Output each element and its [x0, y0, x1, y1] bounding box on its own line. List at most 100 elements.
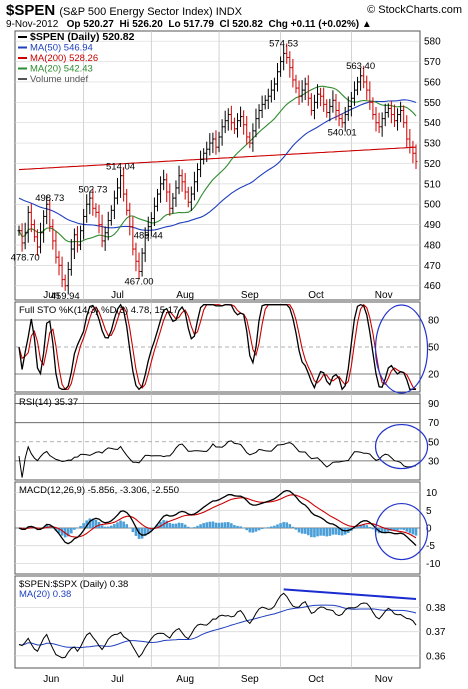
macd-histogram-bar [340, 528, 344, 536]
macd-histogram-bar [294, 528, 298, 530]
close-value: Cl 520.82 [219, 19, 263, 30]
rsi-line [18, 440, 417, 478]
price-annotation: 574.53 [269, 38, 298, 49]
macd-histogram-bar [233, 525, 236, 528]
price-annotation: 502.73 [78, 185, 107, 196]
ratio-month-label: Jul [111, 674, 124, 685]
macd-histogram-bar [380, 528, 384, 534]
ratio-month-label: Jun [43, 674, 59, 685]
macd-histogram-bar [88, 518, 92, 528]
price-tick-label: 540 [424, 118, 441, 129]
chart-title: $SPEN (S&P 500 Energy Sector Index) INDX [6, 2, 242, 19]
macd-histogram-bar [110, 525, 113, 528]
sto-tick-label: 80 [428, 316, 440, 327]
ratio-tick-label: 0.37 [426, 627, 446, 638]
price-tick-label: 480 [424, 240, 441, 251]
macd-histogram-bar [257, 528, 261, 531]
macd-histogram-bar [66, 528, 70, 537]
sto-d-line [18, 303, 417, 390]
ratio-legend-entry: MA(20) 0.38 [19, 589, 71, 600]
macd-legend: MACD(12,26,9) -5.856, -3.306, -2.550 [19, 485, 179, 496]
macd-histogram-bar [150, 528, 153, 531]
macd-histogram-bar [103, 526, 107, 528]
macd-histogram-bar [60, 528, 64, 536]
macd-histogram-bar [248, 528, 252, 533]
macd-histogram-bar [331, 528, 335, 535]
macd-histogram-bar [266, 527, 270, 528]
macd-histogram-bar [273, 525, 276, 528]
macd-histogram-bar [202, 523, 205, 528]
macd-histogram-bar [365, 525, 369, 528]
low-value: Lo 517.79 [168, 19, 214, 30]
ratio-ma-line [18, 604, 417, 649]
ma20-line [18, 85, 417, 243]
macd-histogram-bar [310, 528, 313, 538]
macd-histogram-bar [371, 528, 375, 530]
macd-histogram-bar [368, 526, 372, 528]
macd-histogram-bar [393, 528, 396, 532]
macd-histogram-bar [143, 528, 147, 537]
macd-histogram-bar [297, 528, 301, 533]
ratio-month-label: Oct [308, 674, 324, 685]
macd-histogram-bar [76, 528, 79, 529]
macd-histogram-bar [134, 528, 138, 536]
macd-histogram-bar [223, 522, 227, 528]
rsi-tick-label: 90 [428, 399, 440, 410]
rsi-highlight-circle [374, 423, 429, 470]
macd-histogram-bar [251, 528, 255, 533]
macd-histogram-bar [196, 525, 199, 528]
price-month-label: Aug [176, 290, 194, 301]
price-tick-label: 500 [424, 200, 441, 211]
rsi-tick-label: 70 [428, 418, 440, 429]
price-tick-label: 530 [424, 139, 441, 150]
macd-histogram-bar [73, 528, 76, 530]
open-value: Op 520.27 [66, 19, 114, 30]
price-tick-label: 570 [424, 57, 441, 68]
macd-line [18, 489, 417, 546]
price-tick-label: 490 [424, 220, 441, 231]
macd-histogram-bar [211, 521, 215, 528]
macd-tick-label: 10 [426, 488, 438, 499]
macd-histogram-bar [245, 528, 249, 531]
macd-histogram-bar [165, 520, 169, 528]
price-tick-label: 460 [424, 281, 441, 292]
macd-histogram-bar [106, 526, 110, 528]
change-value: Chg +0.11 (+0.02%) ▲ [268, 19, 372, 30]
rsi-legend: RSI(14) 35.37 [19, 397, 78, 408]
macd-histogram-bar [337, 528, 341, 536]
macd-histogram-bar [356, 526, 359, 528]
macd-histogram-bar [100, 525, 104, 528]
macd-histogram-bar [70, 528, 73, 534]
macd-histogram-bar [230, 523, 233, 528]
macd-histogram-bar [119, 520, 122, 528]
ratio-line [18, 592, 417, 659]
macd-histogram-bar [57, 528, 61, 534]
macd-histogram-bar [405, 528, 409, 532]
macd-histogram-bar [122, 521, 125, 528]
macd-histogram-bar [313, 528, 316, 538]
price-tick-label: 550 [424, 98, 441, 109]
macd-highlight-circle [374, 502, 429, 561]
macd-histogram-bar [300, 528, 304, 534]
brand-label: © StockCharts.com [367, 4, 462, 16]
macd-histogram-bar [396, 528, 399, 531]
price-annotation: 514.04 [106, 162, 135, 173]
macd-histogram-bar [282, 522, 285, 528]
macd-histogram-bar [325, 528, 329, 537]
macd-histogram-bar [177, 522, 181, 528]
macd-histogram-bar [220, 522, 224, 528]
macd-histogram-bar [199, 524, 202, 528]
ma200-line [18, 146, 417, 171]
price-annotation: 563.40 [346, 61, 375, 72]
macd-histogram-bar [125, 524, 129, 528]
macd-histogram-bar [242, 527, 245, 529]
macd-histogram-bar [411, 528, 415, 535]
price-tick-label: 560 [424, 77, 441, 88]
macd-histogram-bar [85, 520, 89, 528]
macd-histogram-bar [306, 528, 310, 536]
price-tick-label: 510 [424, 179, 441, 190]
macd-histogram-bar [236, 525, 239, 528]
macd-histogram-bar [402, 528, 405, 530]
macd-histogram-bar [288, 524, 292, 528]
